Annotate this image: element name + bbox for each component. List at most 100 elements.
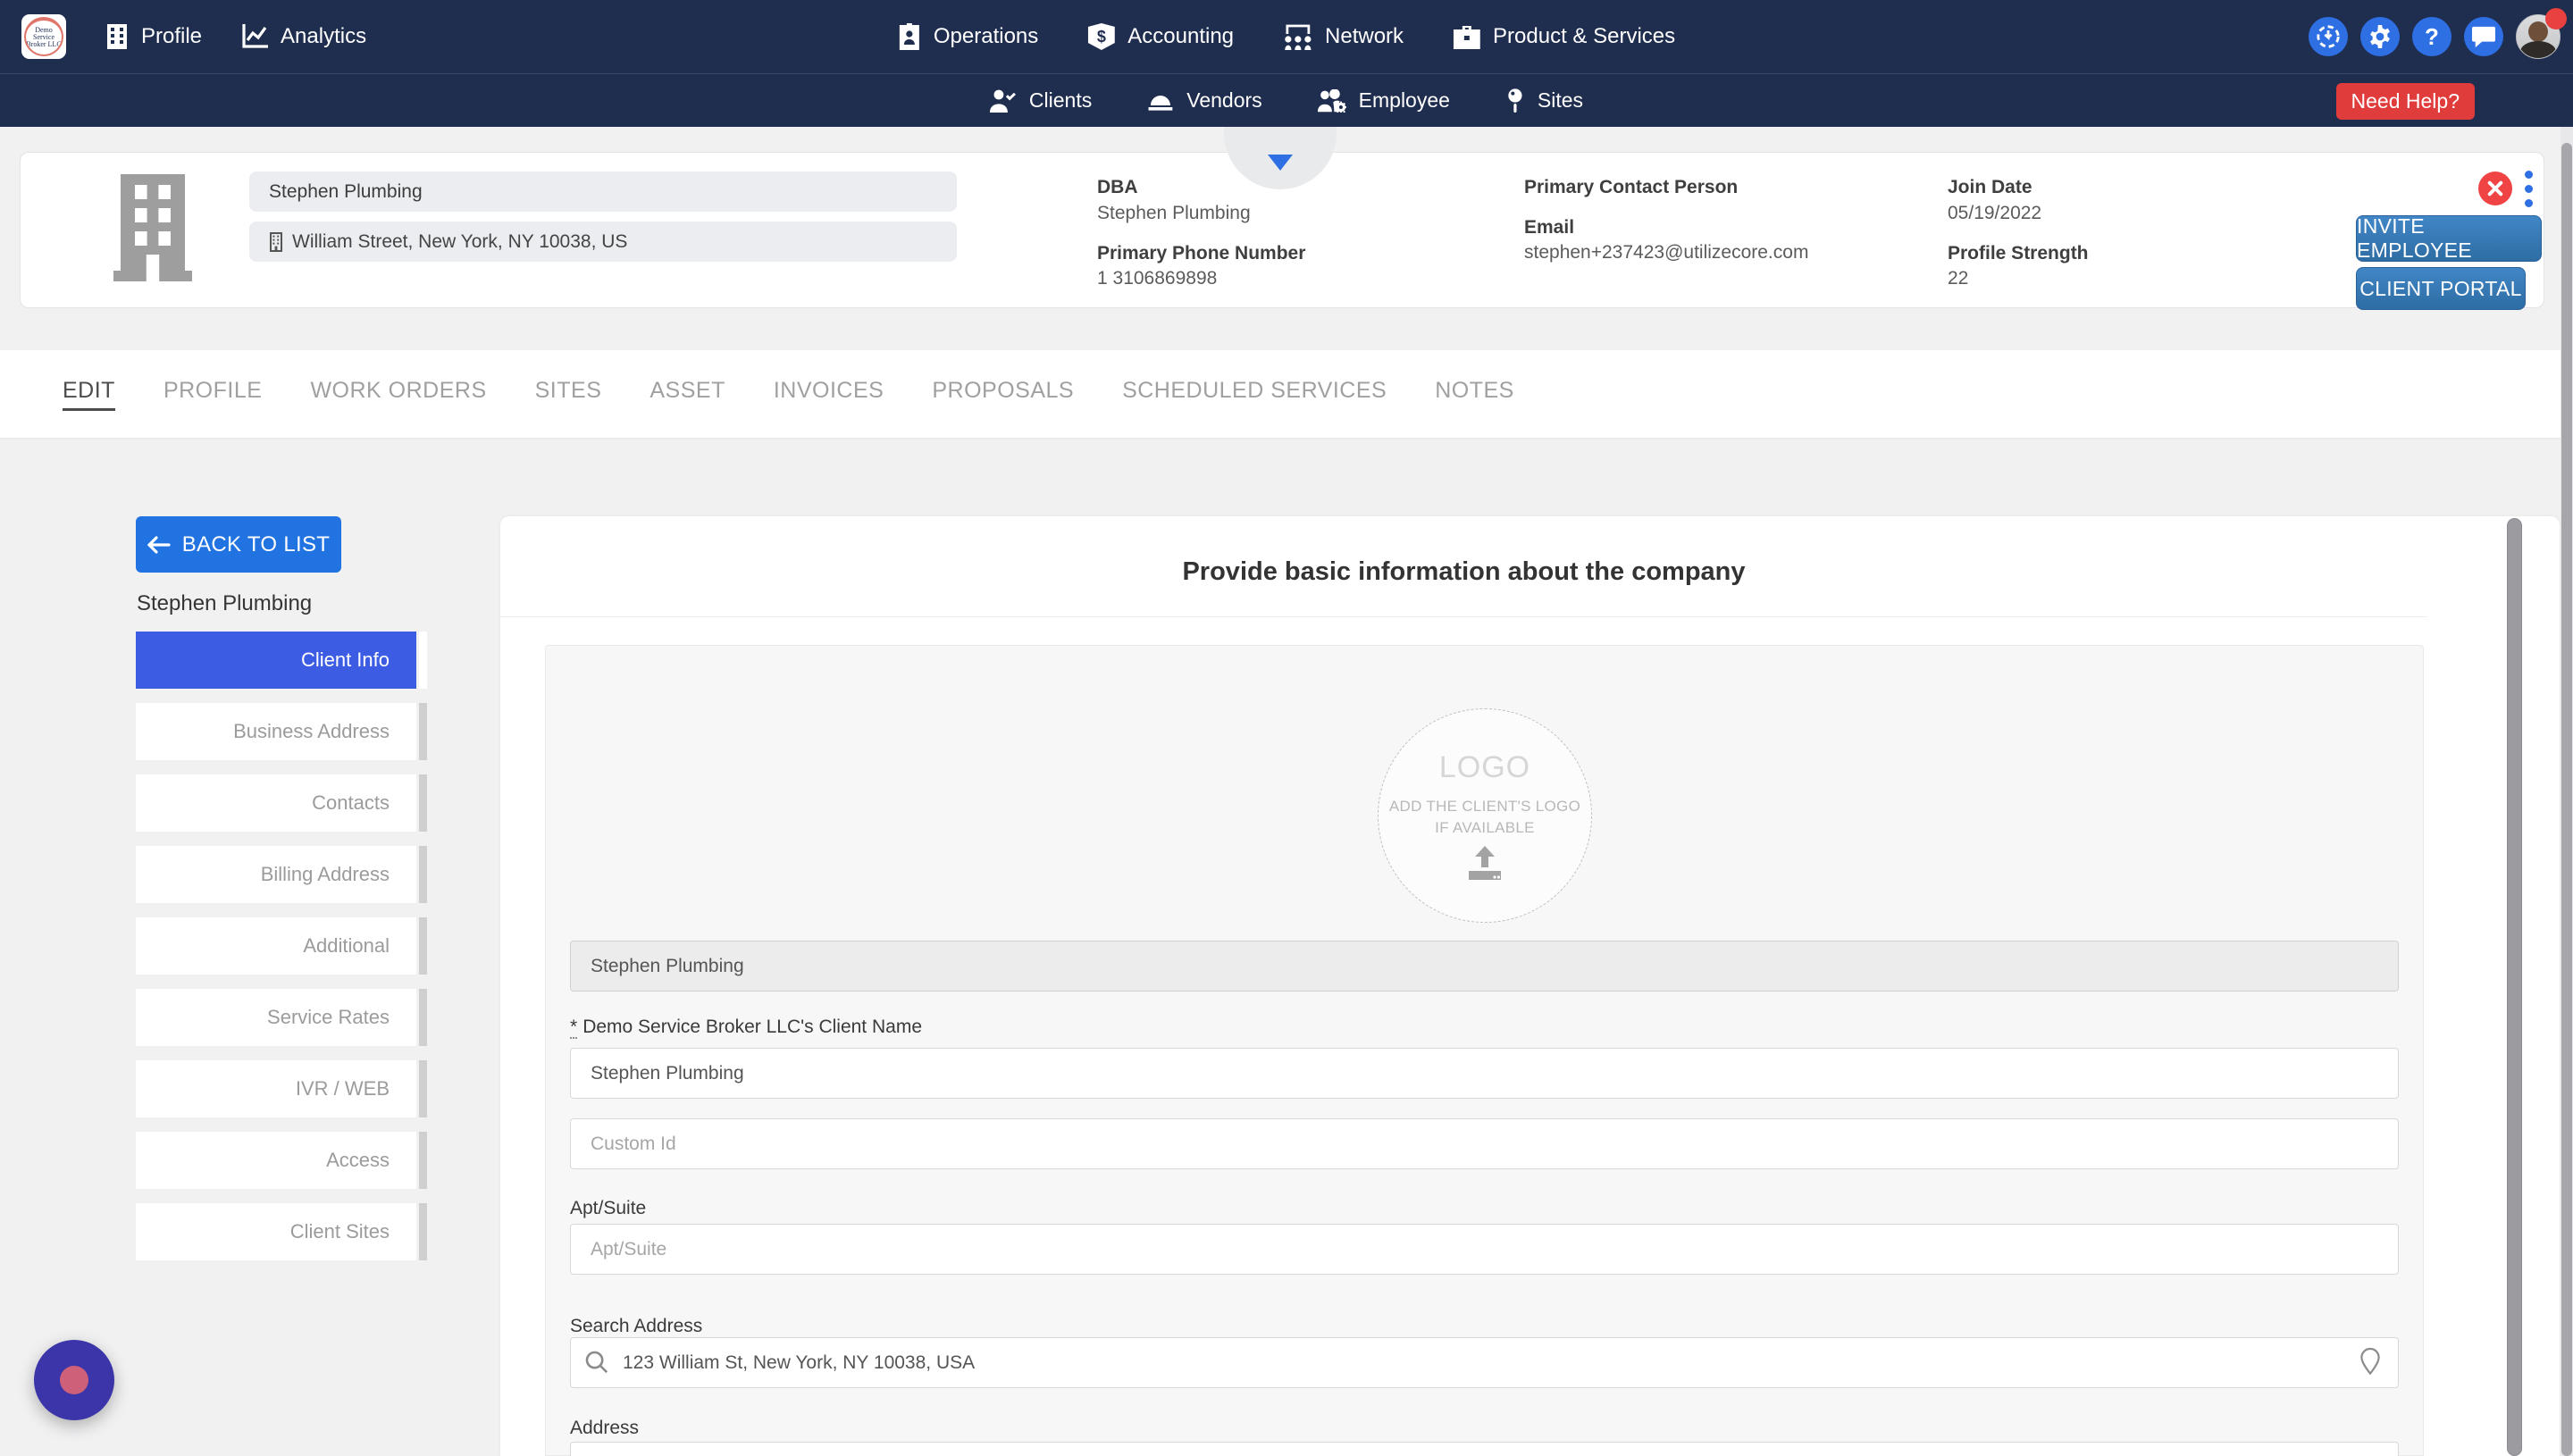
badge-icon [898, 23, 921, 50]
nav-operations[interactable]: Operations [898, 23, 1038, 50]
sidebar-client-name: Stephen Plumbing [137, 591, 313, 615]
client-name-input[interactable] [570, 1048, 2399, 1099]
upload-icon [1465, 845, 1504, 882]
nav-operations-label: Operations [933, 24, 1039, 48]
sidebar-item-service-rates[interactable]: Service Rates [136, 989, 427, 1046]
tab-sites[interactable]: SITES [534, 377, 602, 403]
gear-icon [2368, 25, 2392, 48]
tab-invoices[interactable]: INVOICES [773, 377, 884, 403]
org-chart-icon [1284, 23, 1312, 50]
client-name-value: Stephen Plumbing [269, 180, 423, 202]
close-icon [2487, 180, 2503, 197]
back-to-list-button[interactable]: BACK TO LIST [136, 516, 341, 573]
help-button[interactable]: ? [2412, 17, 2451, 56]
sidebar-item-business-address[interactable]: Business Address [136, 703, 427, 760]
logo-upload-dropzone[interactable]: LOGO ADD THE CLIENT'S LOGO IF AVAILABLE [1378, 708, 1592, 923]
tab-profile[interactable]: PROFILE [163, 377, 263, 403]
notification-dot [2545, 8, 2567, 29]
close-button[interactable] [2478, 172, 2512, 205]
join-date-value: 05/19/2022 [1948, 203, 2042, 223]
client-building-icon [110, 167, 196, 281]
subnav-sites-label: Sites [1537, 88, 1584, 112]
search-icon [584, 1350, 609, 1375]
address-label: Address [570, 1418, 640, 1438]
company-name-disabled-field: Stephen Plumbing [570, 941, 2399, 992]
sidebar-item-ivr-web[interactable]: IVR / WEB [136, 1060, 427, 1117]
nav-profile[interactable]: Profile [105, 24, 202, 49]
tab-asset[interactable]: ASSET [650, 377, 725, 403]
address-input[interactable] [570, 1442, 2399, 1456]
small-building-icon [269, 231, 283, 252]
dollar-shield-icon: $ [1088, 23, 1116, 50]
subnav-clients-label: Clients [1028, 88, 1093, 112]
people-gear-icon [1317, 88, 1346, 113]
nav-accounting[interactable]: $ Accounting [1088, 23, 1234, 50]
sidebar-item-billing-address[interactable]: Billing Address [136, 846, 427, 903]
client-portal-button[interactable]: CLIENT PORTAL [2356, 267, 2526, 310]
client-address-field[interactable]: William Street, New York, NY 10038, US [249, 222, 957, 262]
edit-section-menu: Client Info Business Address Contacts Bi… [136, 632, 427, 1275]
subnav-employee-label: Employee [1358, 88, 1450, 112]
subnav-vendors[interactable]: Vendors [1147, 88, 1262, 113]
building-icon [105, 24, 129, 49]
logo-ellipse: Demo Service Broker LLC [24, 17, 63, 56]
search-address-label: Search Address [570, 1316, 703, 1336]
history-icon [2316, 24, 2341, 49]
tab-work-orders[interactable]: WORK ORDERS [310, 377, 487, 403]
chat-widget-button[interactable] [34, 1340, 114, 1420]
tab-notes[interactable]: NOTES [1435, 377, 1514, 403]
strength-label: Profile Strength [1948, 243, 2089, 264]
dba-value: Stephen Plumbing [1097, 203, 1251, 223]
client-address-value: William Street, New York, NY 10038, US [292, 230, 628, 252]
nav-network[interactable]: Network [1284, 23, 1404, 50]
history-button[interactable] [2309, 17, 2348, 56]
client-name-label: * Demo Service Broker LLC's Client Name [570, 1017, 922, 1039]
subnav-clients[interactable]: Clients [989, 88, 1093, 113]
briefcase-icon [1454, 24, 1481, 49]
client-name-field[interactable]: Stephen Plumbing [249, 172, 957, 212]
sidebar-item-additional[interactable]: Additional [136, 917, 427, 975]
sidebar-item-contacts[interactable]: Contacts [136, 774, 427, 832]
strength-value: 22 [1948, 268, 1969, 289]
invite-employee-button[interactable]: INVITE EMPLOYEE [2356, 214, 2542, 262]
window-scrollbar-thumb[interactable] [2561, 143, 2572, 1456]
company-logo[interactable]: Demo Service Broker LLC [21, 14, 66, 59]
custom-id-input[interactable] [570, 1118, 2399, 1169]
sidebar-item-access[interactable]: Access [136, 1132, 427, 1189]
form-scrollbar-thumb[interactable] [2507, 518, 2522, 1456]
logo-placeholder-line3: IF AVAILABLE [1435, 818, 1535, 836]
tab-proposals[interactable]: PROPOSALS [932, 377, 1075, 403]
logo-placeholder-line2: ADD THE CLIENT'S LOGO [1388, 797, 1581, 815]
required-asterisk: * [570, 1017, 578, 1039]
window-scrollbar[interactable] [2560, 127, 2573, 1456]
chevron-down-icon [1268, 155, 1293, 171]
question-icon: ? [2425, 22, 2439, 50]
sidebar-item-client-sites[interactable]: Client Sites [136, 1203, 427, 1260]
need-help-button[interactable]: Need Help? [2335, 83, 2475, 120]
user-avatar[interactable] [2516, 8, 2567, 59]
nav-accounting-label: Accounting [1127, 24, 1235, 48]
settings-button[interactable] [2360, 17, 2400, 56]
top-navbar: Demo Service Broker LLC Profile Analytic… [0, 0, 2573, 73]
subnav-employee[interactable]: Employee [1317, 88, 1450, 113]
chat-widget-dot-icon [60, 1366, 88, 1394]
dba-label: DBA [1097, 177, 1138, 197]
email-value: stephen+237423@utilizecore.com [1524, 242, 1809, 263]
location-pin-icon[interactable] [2359, 1347, 2382, 1376]
nav-products[interactable]: Product & Services [1454, 24, 1675, 49]
tab-scheduled-services[interactable]: SCHEDULED SERVICES [1122, 377, 1387, 403]
search-address-input[interactable] [570, 1337, 2399, 1388]
chat-bubble-icon [2472, 25, 2495, 48]
back-to-list-label: BACK TO LIST [181, 531, 331, 556]
sidebar-item-client-info[interactable]: Client Info [136, 632, 427, 689]
nav-products-label: Product & Services [1493, 24, 1676, 48]
nav-profile-label: Profile [141, 24, 203, 48]
tab-edit[interactable]: EDIT [63, 378, 115, 411]
nav-analytics[interactable]: Analytics [241, 24, 366, 49]
apt-suite-input[interactable] [570, 1224, 2399, 1275]
logo-text: Demo Service Broker LLC [26, 26, 62, 48]
chat-button[interactable] [2464, 17, 2503, 56]
more-options-button[interactable] [2521, 171, 2535, 207]
subnav-sites[interactable]: Sites [1505, 88, 1583, 113]
contact-label: Primary Contact Person [1524, 177, 1739, 197]
